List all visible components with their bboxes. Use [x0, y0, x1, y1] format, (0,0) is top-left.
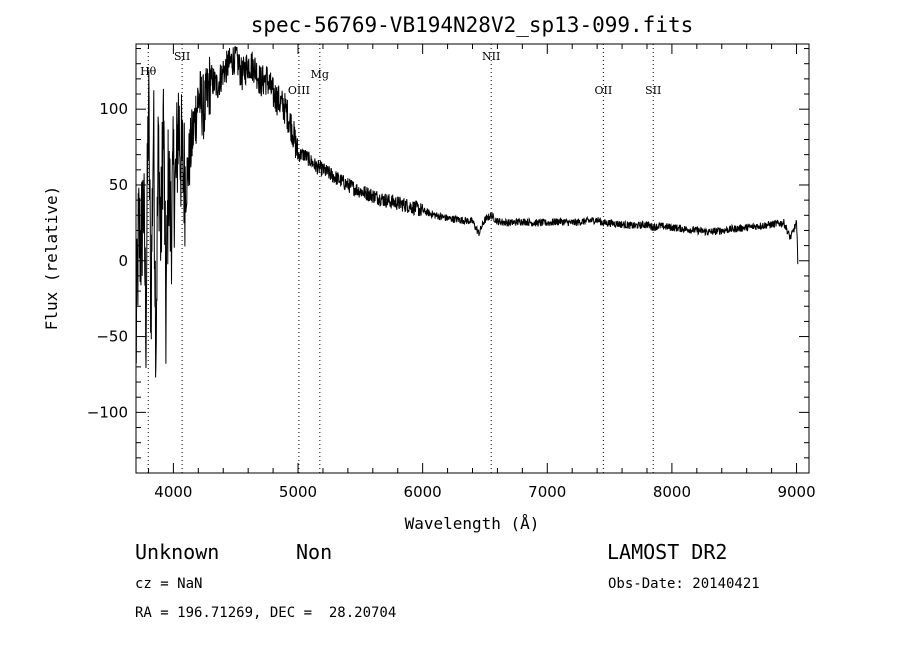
- y-tick-label: 0: [118, 252, 128, 270]
- marker-label: OIII: [288, 84, 310, 97]
- marker-label: SII: [174, 50, 190, 63]
- marker-label: NII: [482, 50, 500, 63]
- survey-name: LAMOST DR2: [607, 540, 728, 564]
- x-tick-label: 6000: [404, 483, 442, 501]
- x-tick-label: 4000: [154, 483, 192, 501]
- x-tick-label: 5000: [279, 483, 317, 501]
- object-class: Unknown: [135, 540, 220, 564]
- spectrum-line: [135, 45, 799, 378]
- observation-date: Obs-Date: 20140421: [608, 576, 760, 592]
- plot-frame: [135, 43, 810, 474]
- object-subclass: Non: [296, 540, 333, 564]
- marker-label: SII: [645, 84, 661, 97]
- x-tick-label: 7000: [528, 483, 566, 501]
- x-tick-label: 8000: [653, 483, 691, 501]
- redshift-cz: cz = NaN: [135, 576, 203, 592]
- y-tick-label: −50: [96, 328, 128, 346]
- y-axis-label: Flux (relative): [42, 186, 61, 331]
- marker-label: OII: [595, 84, 613, 97]
- marker-label: Mg: [311, 68, 329, 81]
- y-tick-label: −100: [87, 403, 128, 421]
- chart-title: spec-56769-VB194N28V2_sp13-099.fits: [251, 13, 694, 37]
- x-tick-label: 9000: [777, 483, 815, 501]
- y-tick-label: 100: [99, 100, 128, 118]
- x-axis-label: Wavelength (Å): [405, 514, 540, 533]
- coordinates: RA = 196.71269, DEC = 28.20704: [135, 605, 397, 621]
- y-tick-label: 50: [109, 176, 128, 194]
